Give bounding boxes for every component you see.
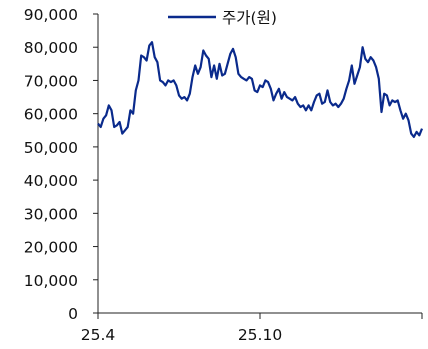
- y-tick-label: 0: [68, 305, 78, 323]
- legend: 주가(원): [168, 9, 277, 27]
- y-tick-label: 10,000: [24, 272, 78, 290]
- y-tick-label: 80,000: [24, 39, 78, 57]
- series-line: [97, 41, 424, 138]
- x-tick-label: 25.4: [81, 326, 116, 344]
- y-tick-label: 50,000: [24, 139, 78, 157]
- y-tick-label: 60,000: [24, 106, 78, 124]
- y-tick-label: 30,000: [24, 205, 78, 223]
- y-tick-label: 20,000: [24, 239, 78, 257]
- y-tick-label: 40,000: [24, 172, 78, 190]
- x-tick-label: 25.10: [238, 326, 282, 344]
- x-axis: 25.4 25.10: [81, 312, 423, 344]
- y-tick-label: 90,000: [24, 6, 78, 24]
- legend-label: 주가(원): [222, 9, 277, 27]
- plot-area: [97, 41, 424, 138]
- y-tick-label: 70,000: [24, 72, 78, 90]
- y-axis: 0 10,000 20,000 30,000 40,000 50,000 60,000 70,…: [24, 6, 99, 323]
